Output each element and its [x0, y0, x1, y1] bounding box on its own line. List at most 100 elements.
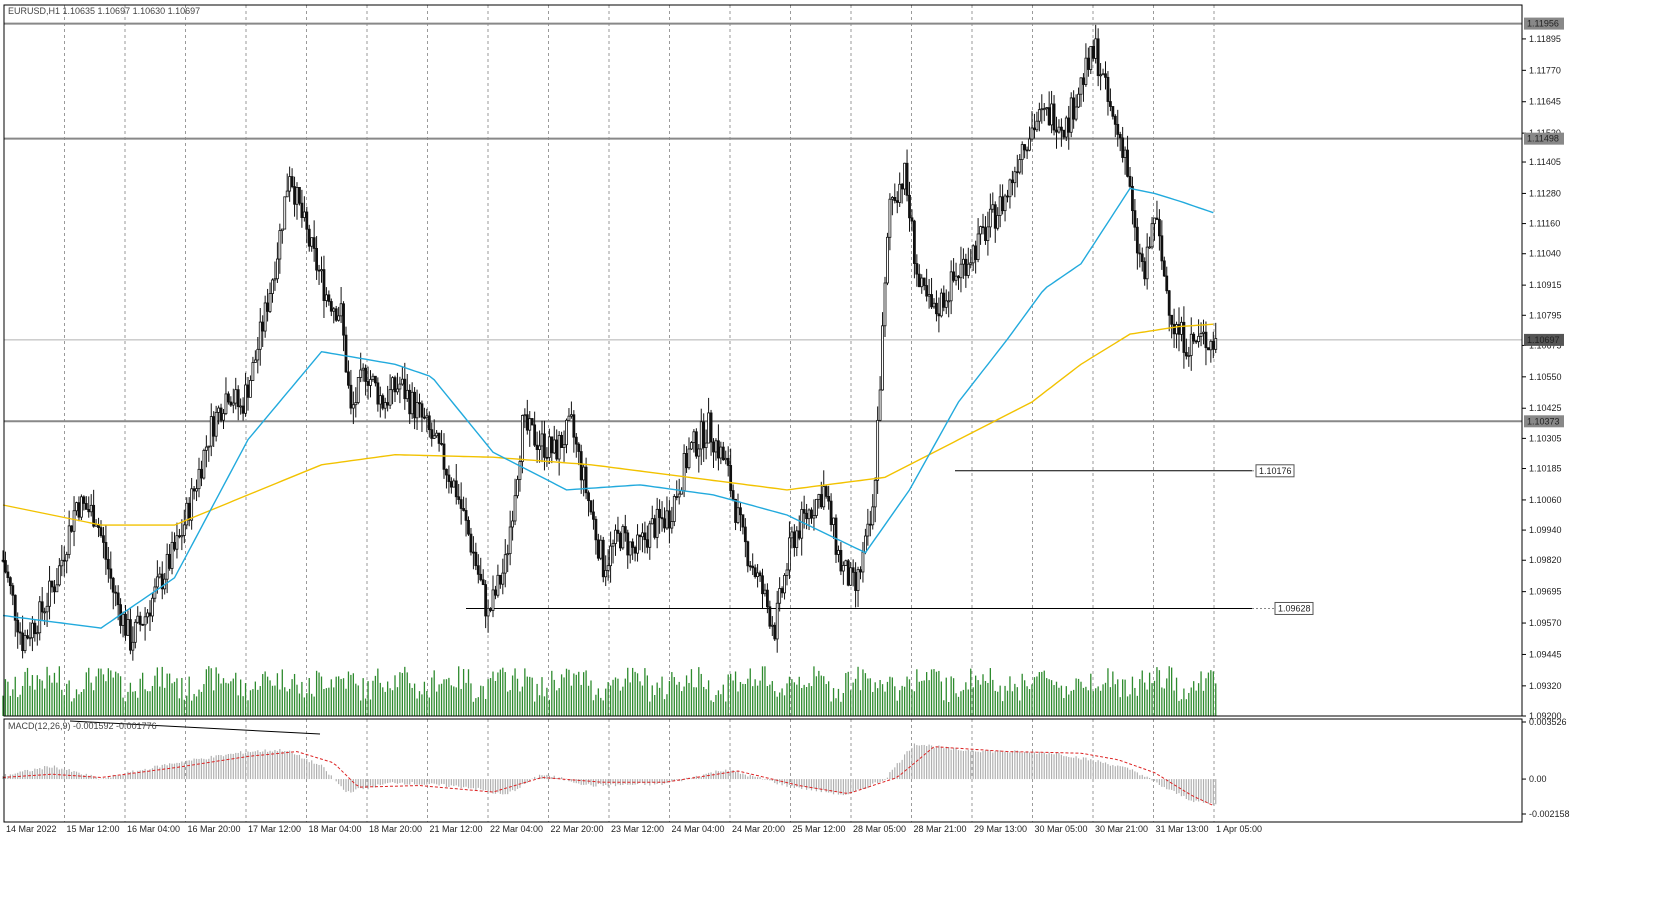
chart-header: EURUSD,H1 1.10635 1.10697 1.10630 1.1069…	[8, 6, 200, 16]
candle-body	[636, 534, 639, 554]
candle-body	[690, 442, 693, 450]
candle-body	[200, 468, 203, 479]
candle-body	[976, 233, 980, 260]
candle-body	[903, 162, 906, 190]
candle-body	[734, 498, 737, 523]
candle-body	[124, 613, 127, 636]
candle-body	[347, 371, 350, 386]
candle-body	[881, 325, 884, 391]
candle-body	[386, 402, 390, 406]
candle-body	[305, 211, 309, 230]
candle-body	[388, 389, 392, 406]
main-panel-frame	[3, 4, 1523, 717]
candle-body	[180, 535, 184, 538]
candle-body	[521, 415, 524, 462]
candle-body	[116, 592, 120, 606]
candle-body	[837, 549, 840, 555]
time-axis-label: 16 Mar 04:00	[127, 824, 180, 834]
candle-body	[1192, 333, 1196, 342]
candle-body	[773, 624, 777, 640]
candle-body	[589, 500, 593, 513]
candle-body	[692, 431, 696, 443]
time-axis-label: 16 Mar 20:00	[188, 824, 241, 834]
candle-body	[45, 605, 49, 613]
candle-body	[1170, 314, 1174, 325]
candle-body	[222, 413, 225, 421]
candle-body	[430, 429, 434, 439]
candle-body	[788, 537, 791, 571]
candle-body	[1209, 340, 1213, 351]
candle-body	[1126, 149, 1129, 177]
candle-body	[849, 567, 853, 586]
candle-body	[538, 445, 541, 450]
candle-body	[1086, 57, 1090, 70]
candle-body	[302, 211, 306, 218]
candle-body	[356, 377, 360, 403]
candle-body	[55, 584, 59, 593]
levels-layer: 1.10176 1.09628	[4, 22, 1522, 615]
candle-body	[619, 533, 622, 549]
candle-body	[75, 502, 78, 512]
candle-body	[785, 569, 789, 576]
candle-body	[131, 641, 135, 651]
candle-body	[932, 302, 936, 308]
candle-body	[13, 594, 17, 621]
candle-body	[1015, 171, 1019, 174]
level-label-box	[1524, 17, 1564, 30]
candle-body	[16, 619, 20, 633]
candle-body	[447, 474, 451, 482]
candle-body	[572, 414, 576, 438]
candle-body	[712, 441, 715, 453]
candle-body	[557, 434, 561, 460]
candle-body	[307, 228, 311, 247]
candle-body	[351, 404, 355, 409]
candle-body	[253, 359, 257, 363]
candle-body	[741, 514, 745, 528]
candle-body	[209, 416, 213, 447]
candle-body	[1077, 93, 1080, 108]
candle-body	[170, 541, 174, 569]
candle-body	[1055, 129, 1058, 133]
candle-body	[925, 285, 929, 297]
time-axis-label: 25 Mar 12:00	[793, 824, 846, 834]
candle-body	[525, 414, 529, 431]
candle-body	[623, 526, 627, 534]
level-label-box	[1524, 415, 1564, 428]
candle-body	[467, 519, 470, 535]
candle-body	[57, 565, 61, 586]
candle-body	[917, 273, 921, 288]
candle-body	[261, 321, 265, 332]
time-axis-label: 15 Mar 12:00	[67, 824, 120, 834]
candle-body	[1074, 106, 1078, 120]
candle-body	[489, 607, 492, 611]
candle-body	[704, 442, 708, 449]
candle-body	[236, 389, 240, 407]
candle-body	[175, 535, 179, 550]
candle-body	[1060, 126, 1063, 131]
candle-body	[334, 308, 338, 321]
macd-label: MACD(12,26,9) -0.001592 -0.001776	[8, 721, 157, 731]
candle-body	[204, 446, 208, 451]
candle-body	[38, 601, 42, 634]
candle-body	[143, 616, 147, 626]
candle-body	[1133, 210, 1137, 228]
candle-body	[1207, 347, 1210, 351]
candle-body	[48, 580, 51, 607]
candle-body	[1211, 340, 1215, 350]
candle-body	[969, 262, 973, 265]
candle-body	[599, 539, 603, 559]
candle-body	[756, 572, 759, 578]
price-axis-label: 1.11280	[1529, 188, 1561, 198]
candle-body	[1040, 108, 1044, 111]
candle-body	[562, 444, 566, 448]
candle-body	[418, 402, 421, 405]
candle-body	[552, 439, 556, 454]
candle-body	[391, 377, 394, 391]
candle-body	[766, 589, 769, 608]
macd-signal-line	[2, 746, 1214, 806]
candle-body	[621, 526, 625, 549]
candle-body	[655, 508, 659, 538]
candle-body	[35, 632, 39, 635]
candle-body	[819, 494, 823, 508]
candle-body	[761, 575, 764, 595]
